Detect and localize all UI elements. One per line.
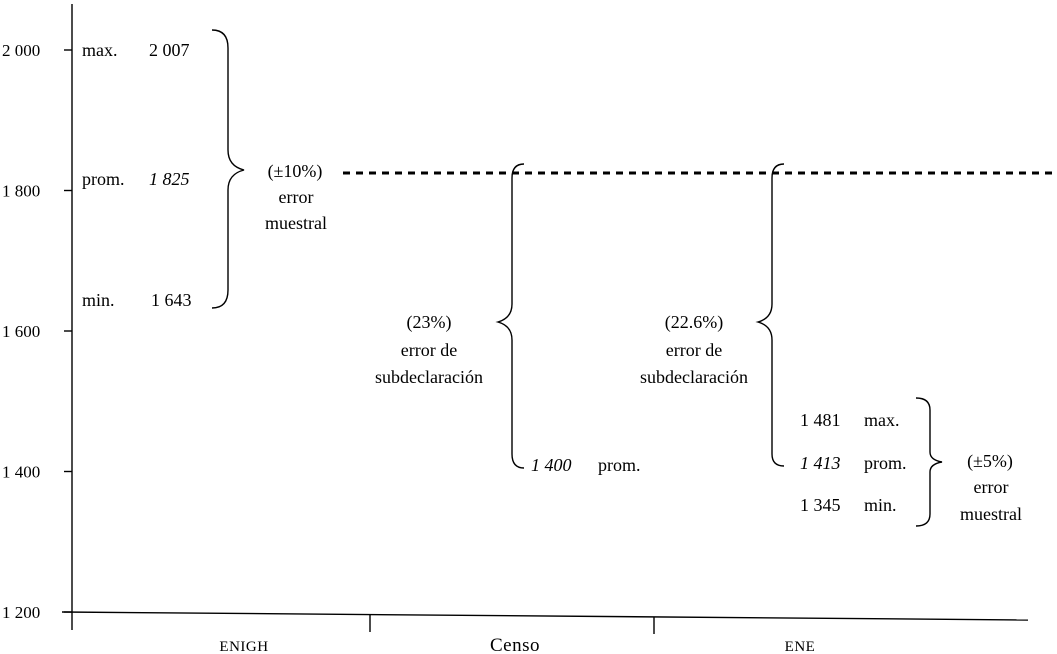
ene-samp-error-pct: (±5%)	[967, 451, 1013, 472]
censo-avg-label: prom.	[598, 455, 641, 475]
censo-avg-value: 1 400	[531, 455, 572, 475]
censo-error-pct: (23%)	[407, 312, 452, 333]
ene-avg-label: prom.	[864, 453, 907, 473]
enigh-min-label: min.	[82, 290, 115, 310]
ene-samp-error-line1: error	[974, 477, 1009, 497]
ene-min-label: min.	[864, 495, 897, 515]
y-tick-label-3: 1 800	[2, 182, 40, 201]
y-ticks: 1 200 1 400 1 600 1 800 2 000	[2, 41, 72, 622]
censo-error-line2: subdeclaración	[375, 367, 483, 387]
enigh-avg-label: prom.	[82, 169, 125, 189]
censo-error-line1: error de	[401, 340, 457, 360]
ene-sampling-brace	[915, 397, 943, 527]
censo-brace	[495, 163, 525, 469]
x-axis	[61, 611, 1029, 621]
y-tick-label-2: 1 600	[2, 322, 40, 341]
enigh-brace	[211, 29, 245, 309]
enigh-error-line2: muestral	[265, 213, 327, 233]
y-tick-label-1: 1 400	[2, 463, 40, 482]
enigh-min-value: 1 643	[151, 290, 192, 310]
enigh-error-pct: (±10%)	[268, 161, 323, 182]
ene-sub-error-pct: (22.6%)	[665, 312, 723, 333]
ene-sub-error-line1: error de	[666, 340, 722, 360]
enigh-max-label: max.	[82, 40, 118, 60]
enigh-avg-value: 1 825	[149, 169, 190, 189]
ene-max-label: max.	[864, 410, 900, 430]
category-label-ene: ENE	[785, 639, 816, 654]
ene-min-value: 1 345	[800, 495, 841, 515]
ene-max-value: 1 481	[800, 410, 841, 430]
ene-samp-error-line2: muestral	[960, 504, 1022, 524]
enigh-max-value: 2 007	[149, 40, 190, 60]
ene-subdeclaration-brace	[755, 163, 785, 467]
category-label-censo: Censo	[490, 635, 540, 654]
enigh-error-line1: error	[279, 187, 314, 207]
y-tick-label-0: 1 200	[2, 603, 40, 622]
y-tick-label-4: 2 000	[2, 41, 40, 60]
ene-avg-value: 1 413	[800, 453, 841, 473]
ene-sub-error-line2: subdeclaración	[640, 367, 748, 387]
category-label-enigh: ENIGH	[219, 639, 268, 654]
